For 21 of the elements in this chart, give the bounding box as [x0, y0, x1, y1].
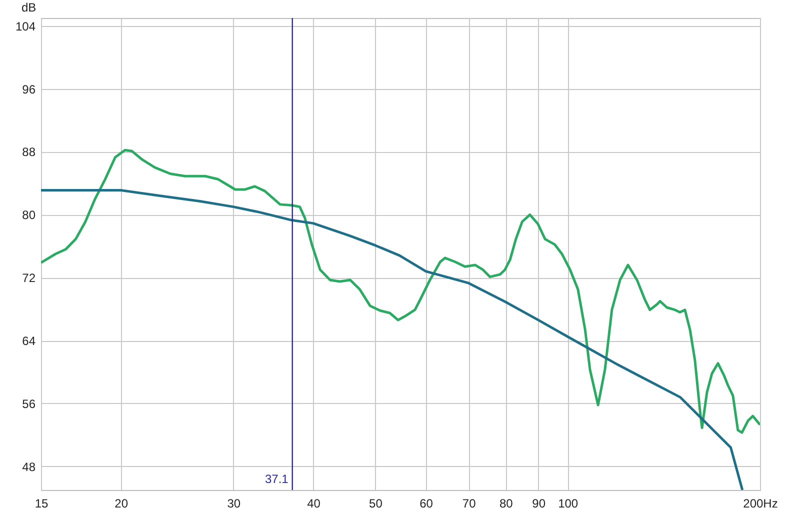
x-tick-label: 20: [114, 496, 128, 510]
x-tick-label: 200Hz: [743, 496, 778, 510]
y-tick-label: 72: [22, 271, 36, 286]
y-tick-label: 64: [22, 334, 36, 348]
y-axis-title: dB: [22, 0, 36, 14]
x-tick-label: 90: [532, 496, 546, 510]
x-tick-label: 40: [307, 496, 321, 510]
y-tick-label: 96: [22, 82, 36, 96]
x-tick-label: 30: [227, 496, 241, 510]
x-tick-label: 50: [369, 496, 383, 510]
x-tick-label: 15: [34, 496, 48, 510]
y-tick-label: 56: [22, 396, 36, 411]
y-tick-label: 48: [22, 460, 36, 474]
y-tick-label: 104: [15, 19, 36, 34]
y-tick-label: 80: [22, 208, 36, 222]
y-tick-label: 88: [22, 145, 36, 160]
x-tick-label: 100: [558, 496, 578, 510]
ref-line-label: 37.1: [265, 472, 289, 486]
x-tick-label: 70: [462, 496, 476, 510]
x-tick-label: 60: [420, 496, 434, 510]
x-tick-label: 80: [499, 496, 514, 510]
